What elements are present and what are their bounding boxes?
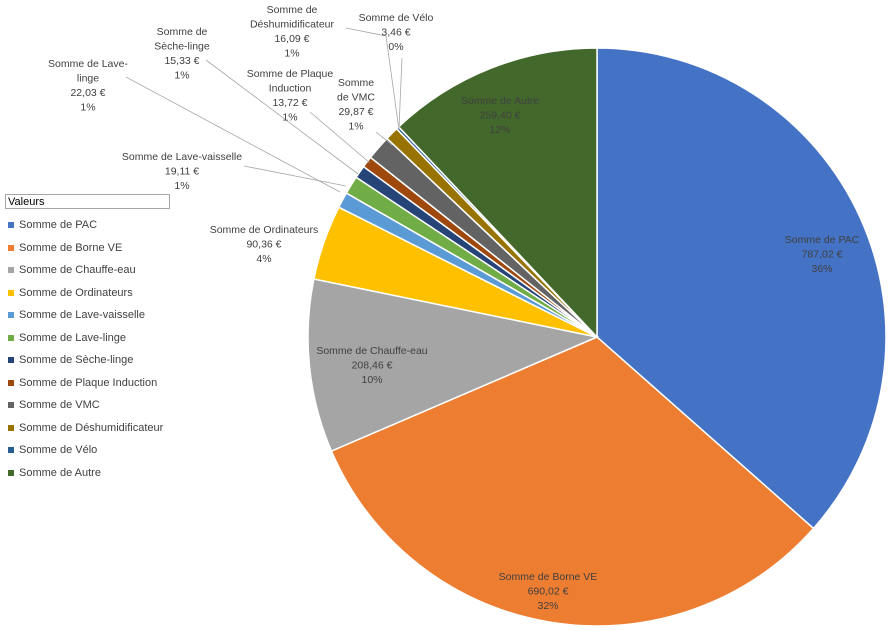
- data-label-somme-de-pac: Somme de PAC 787,02 €36%: [785, 234, 860, 275]
- legend-item-somme-de-vmc[interactable]: Somme de VMC: [8, 394, 163, 417]
- data-label-somme-de-vmc: Somme de VMC 29,87 €1%: [337, 77, 375, 133]
- leader-line-somme-de-lave-linge: [125, 76, 341, 193]
- pie-slice-somme-de-autre[interactable]: [397, 47, 598, 339]
- data-label-somme-de-velo: Somme de Vélo 3,46 €0%: [359, 12, 434, 53]
- leader-line-somme-de-seche-linge: [205, 59, 359, 175]
- legend-title: Valeurs: [5, 194, 170, 209]
- leader-line-somme-de-plaque-induction: [309, 111, 371, 164]
- data-label-somme-de-chauffe-eau: Somme de Chauffe-eau 208,46 €10%: [316, 345, 427, 386]
- legend-swatch: [8, 312, 14, 319]
- legend-swatch: [8, 357, 14, 364]
- legend-label: Somme de Plaque Induction: [19, 376, 158, 389]
- leader-line-somme-de-lave-vaisselle: [243, 165, 347, 187]
- data-label-somme-de-lave-vaisselle: Somme de Lave-vaisselle 19,11 €1%: [122, 151, 242, 192]
- legend-label: Somme de Autre: [19, 466, 101, 479]
- legend-item-somme-de-seche-linge[interactable]: Somme de Sèche-linge: [8, 349, 163, 372]
- data-label-somme-de-plaque-induction: Somme de Plaque Induction 13,72 €1%: [247, 68, 334, 124]
- legend-label: Somme de Sèche-linge: [19, 354, 134, 367]
- legend-swatch: [8, 447, 14, 454]
- legend-swatch: [8, 267, 14, 274]
- data-label-somme-de-seche-linge: Somme de Sèche-linge 15,33 €1%: [154, 26, 210, 82]
- data-label-somme-de-borne-ve: Somme de Borne VE 690,02 €32%: [499, 571, 598, 612]
- legend-swatch: [8, 289, 14, 296]
- legend-item-somme-de-autre[interactable]: Somme de Autre: [8, 462, 163, 485]
- leader-lines: [125, 27, 403, 193]
- legend-item-somme-de-ordinateurs[interactable]: Somme de Ordinateurs: [8, 282, 163, 305]
- data-label-somme-de-autre: Somme de Autre 259,40 €12%: [461, 95, 539, 136]
- leader-line-somme-de-velo: [398, 57, 403, 129]
- data-label-somme-de-lave-linge: Somme de Lave-linge 22,03 €1%: [48, 58, 128, 114]
- pie-slice-somme-de-borne-ve[interactable]: [330, 336, 815, 627]
- leader-line-somme-de-deshumidificateur: [345, 27, 400, 131]
- legend-item-somme-de-plaque-induction[interactable]: Somme de Plaque Induction: [8, 372, 163, 395]
- legend-swatch: [8, 424, 14, 431]
- legend-item-somme-de-velo[interactable]: Somme de Vélo: [8, 439, 163, 462]
- legend-swatch: [8, 469, 14, 476]
- pie-slice-somme-de-pac[interactable]: [596, 47, 887, 530]
- legend-item-somme-de-lave-linge[interactable]: Somme de Lave-linge: [8, 327, 163, 350]
- legend-swatch: [8, 334, 14, 341]
- legend-item-somme-de-pac[interactable]: Somme de PAC: [8, 214, 163, 237]
- legend-label: Somme de Borne VE: [19, 241, 123, 254]
- legend-label: Somme de VMC: [19, 399, 100, 412]
- legend-item-somme-de-lave-vaisselle[interactable]: Somme de Lave-vaisselle: [8, 304, 163, 327]
- legend-label: Somme de Lave-vaisselle: [19, 309, 145, 322]
- leader-line-somme-de-vmc: [375, 131, 393, 146]
- legend: Somme de PAC Somme de Borne VE Somme de Ch…: [8, 214, 163, 484]
- legend-label: Somme de Vélo: [19, 444, 98, 457]
- legend-label: Somme de Déshumidificateur: [19, 421, 164, 434]
- legend-item-somme-de-deshumidificateur[interactable]: Somme de Déshumidificateur: [8, 417, 163, 440]
- legend-swatch: [8, 402, 14, 409]
- data-labels: Somme de PAC 787,02 €36% Somme de Borne VE…: [48, 4, 860, 612]
- legend-swatch: [8, 222, 14, 229]
- pie-slices: [307, 47, 887, 627]
- legend-label: Somme de PAC: [19, 219, 98, 232]
- data-label-somme-de-deshumidificateur: Somme de Déshumidificateur 16,09 €1%: [250, 4, 335, 60]
- data-label-somme-de-ordinateurs: Somme de Ordinateurs 90,36 €4%: [210, 224, 319, 265]
- legend-item-somme-de-chauffe-eau[interactable]: Somme de Chauffe-eau: [8, 259, 163, 282]
- pie-slice-somme-de-chauffe-eau[interactable]: [307, 278, 600, 453]
- legend-swatch: [8, 244, 14, 251]
- legend-label: Somme de Ordinateurs: [19, 286, 133, 299]
- legend-swatch: [8, 379, 14, 386]
- legend-label: Somme de Chauffe-eau: [19, 264, 136, 277]
- legend-label: Somme de Lave-linge: [19, 331, 127, 344]
- legend-item-somme-de-borne-ve[interactable]: Somme de Borne VE: [8, 237, 163, 260]
